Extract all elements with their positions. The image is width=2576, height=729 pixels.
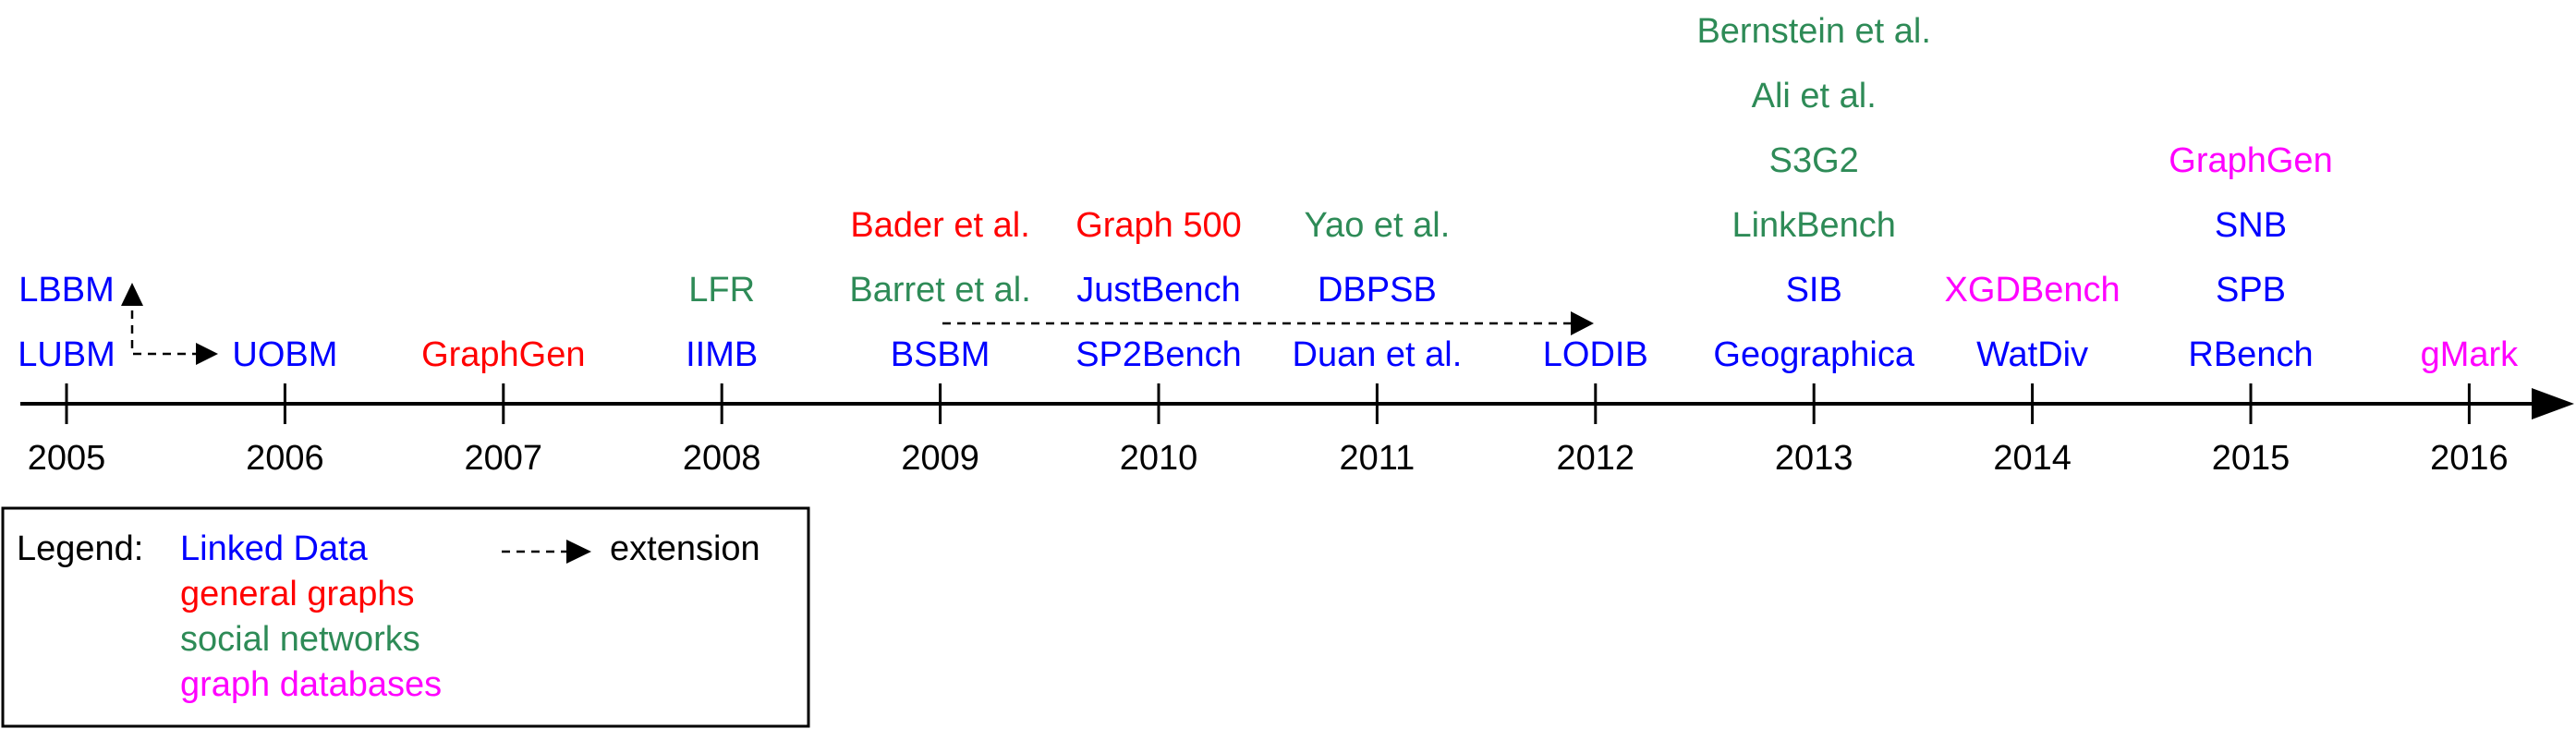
benchmark-barret-et-al-2009: Barret et al.	[849, 271, 1030, 310]
benchmark-sp2bench-2010: SP2Bench	[1075, 335, 1242, 374]
benchmark-snb-2015: SNB	[2215, 206, 2287, 245]
benchmark-bsbm-2009: BSBM	[891, 335, 990, 374]
benchmark-yao-et-al-2011: Yao et al.	[1305, 206, 1451, 245]
year-label-2012: 2012	[1557, 439, 1635, 478]
benchmark-spb-2015: SPB	[2216, 271, 2286, 310]
legend: Legend: Linked Data general graphs socia…	[1, 506, 810, 728]
benchmark-xgdbench-2014: XGDBench	[1945, 271, 2120, 310]
benchmark-labels: LUBM LBBM UOBM GraphGen IIMB LFR BSBM Barret et…	[18, 12, 2519, 374]
year-label-2010: 2010	[1120, 439, 1198, 478]
year-label-2005: 2005	[28, 439, 106, 478]
benchmark-ali-et-al-2013: Ali et al.	[1752, 77, 1877, 115]
year-label-2014: 2014	[1993, 439, 2072, 478]
legend-extension-label: extension	[610, 529, 760, 568]
legend-item-graph-databases: graph databases	[180, 665, 442, 704]
benchmark-gmark-2016: gMark	[2421, 335, 2520, 374]
benchmark-graph-500-2010: Graph 500	[1075, 206, 1242, 245]
benchmark-graphgen-2007: GraphGen	[421, 335, 585, 374]
benchmark-lubm-2005: LUBM	[18, 335, 115, 374]
benchmark-rbench-2015: RBench	[2188, 335, 2313, 374]
benchmark-geographica-2013: Geographica	[1713, 335, 1914, 374]
legend-item-social-networks: social networks	[180, 620, 420, 659]
benchmark-dbpsb-2011: DBPSB	[1318, 271, 1437, 310]
benchmark-graphgen-2015: GraphGen	[2169, 141, 2332, 180]
extension-arrow-bsbm-lodib-head	[1571, 311, 1594, 335]
benchmark-sib-2013: SIB	[1786, 271, 1842, 310]
benchmark-bernstein-et-al-2013: Bernstein et al.	[1696, 12, 1930, 51]
benchmark-uobm-2006: UOBM	[232, 335, 337, 374]
benchmark-watdiv-2014: WatDiv	[1976, 335, 2088, 374]
extension-arrow-lubm-uobm-head	[196, 343, 218, 365]
benchmark-iimb-2008: IIMB	[686, 335, 758, 374]
year-label-2006: 2006	[246, 439, 324, 478]
legend-item-general-graphs: general graphs	[180, 575, 415, 614]
benchmark-justbench-2010: JustBench	[1076, 271, 1240, 310]
extension-arrow-lubm-lbbm-head	[121, 283, 143, 306]
year-label-2011: 2011	[1340, 439, 1416, 478]
year-labels: 2005 2006 2007 2008 2009 2010 2011 2012 2013 2014…	[28, 439, 2509, 478]
year-label-2013: 2013	[1775, 439, 1853, 478]
legend-extension-arrow-head	[566, 540, 591, 564]
legend-title: Legend:	[17, 529, 143, 568]
legend-box	[1, 506, 810, 728]
year-label-2008: 2008	[683, 439, 761, 478]
benchmark-lbbm-2005: LBBM	[18, 271, 114, 310]
benchmark-duan-et-al-2011: Duan et al.	[1293, 335, 1463, 374]
benchmark-s3g2-2013: S3G2	[1769, 141, 1859, 180]
extension-arrows	[121, 283, 1594, 365]
benchmark-linkbench-2013: LinkBench	[1732, 206, 1895, 245]
benchmark-lodib-2012: LODIB	[1543, 335, 1648, 374]
year-label-2009: 2009	[901, 439, 979, 478]
extension-arrow-lubm-uobm	[130, 310, 201, 356]
legend-item-linked-data: Linked Data	[180, 529, 369, 568]
timeline-axis-arrowhead	[2532, 388, 2574, 419]
year-ticks	[65, 383, 2471, 424]
year-label-2015: 2015	[2212, 439, 2290, 478]
year-label-2016: 2016	[2430, 439, 2509, 478]
benchmark-bader-et-al-2009: Bader et al.	[850, 206, 1029, 245]
benchmark-lfr-2008: LFR	[688, 271, 755, 310]
year-label-2007: 2007	[465, 439, 543, 478]
